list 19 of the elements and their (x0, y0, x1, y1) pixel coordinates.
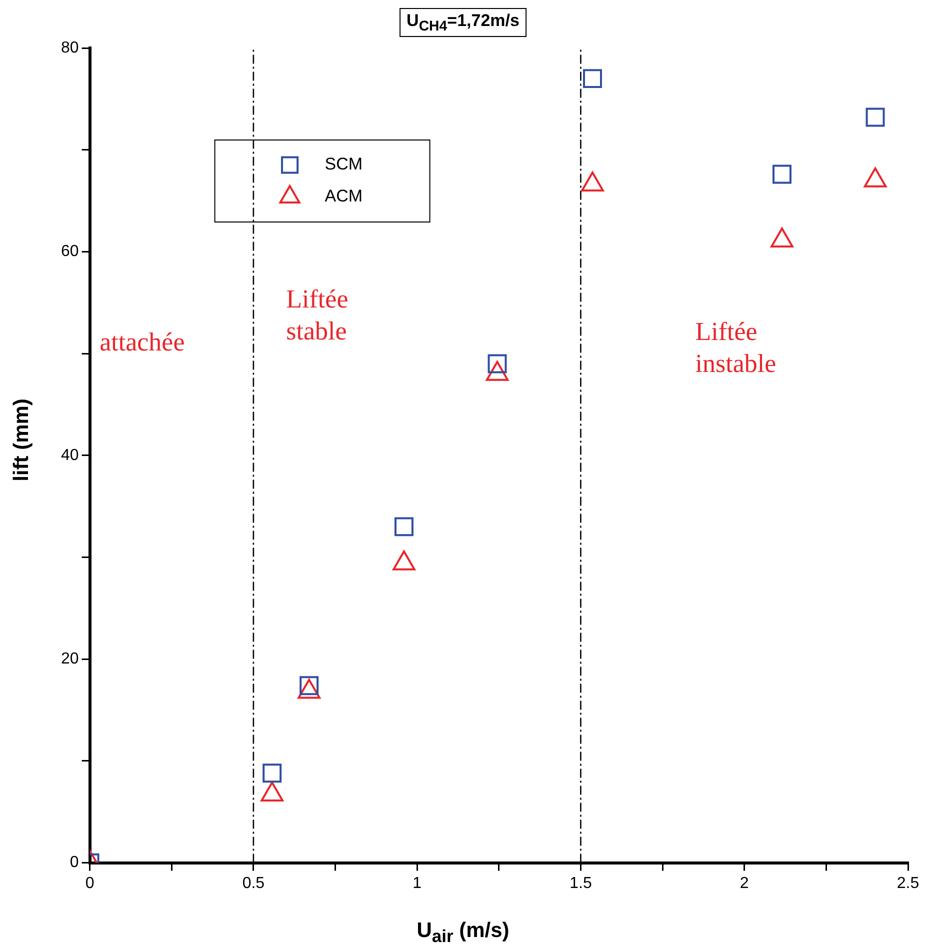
y-tick-label: 60 (61, 243, 79, 260)
y-tick-label: 20 (61, 650, 79, 668)
x-tick-label: 0.5 (242, 874, 265, 892)
annotation: Liftée stable (286, 284, 348, 346)
y-tick-label: 40 (61, 446, 79, 464)
y-tick-label: 0 (70, 854, 79, 872)
legend-label: SCM (324, 154, 363, 174)
x-tick-label: 2 (740, 874, 749, 892)
x-tick-label: 2.5 (896, 874, 920, 892)
y-axis-title: lift (mm) (10, 398, 34, 482)
annotation: attachée (100, 328, 185, 357)
y-tick-label: 80 (61, 39, 79, 56)
x-tick-label: 1.5 (570, 874, 592, 892)
x-tick-label: 0 (85, 874, 94, 892)
legend-label: ACM (324, 186, 363, 206)
chart-title: U$_{CH4}$=1,72m/s (400, 8, 526, 38)
x-axis-title: U$_{air}$ (m/s) (416, 918, 510, 947)
annotation: Liftée instable (695, 317, 776, 378)
x-tick-label: 1 (412, 874, 422, 892)
